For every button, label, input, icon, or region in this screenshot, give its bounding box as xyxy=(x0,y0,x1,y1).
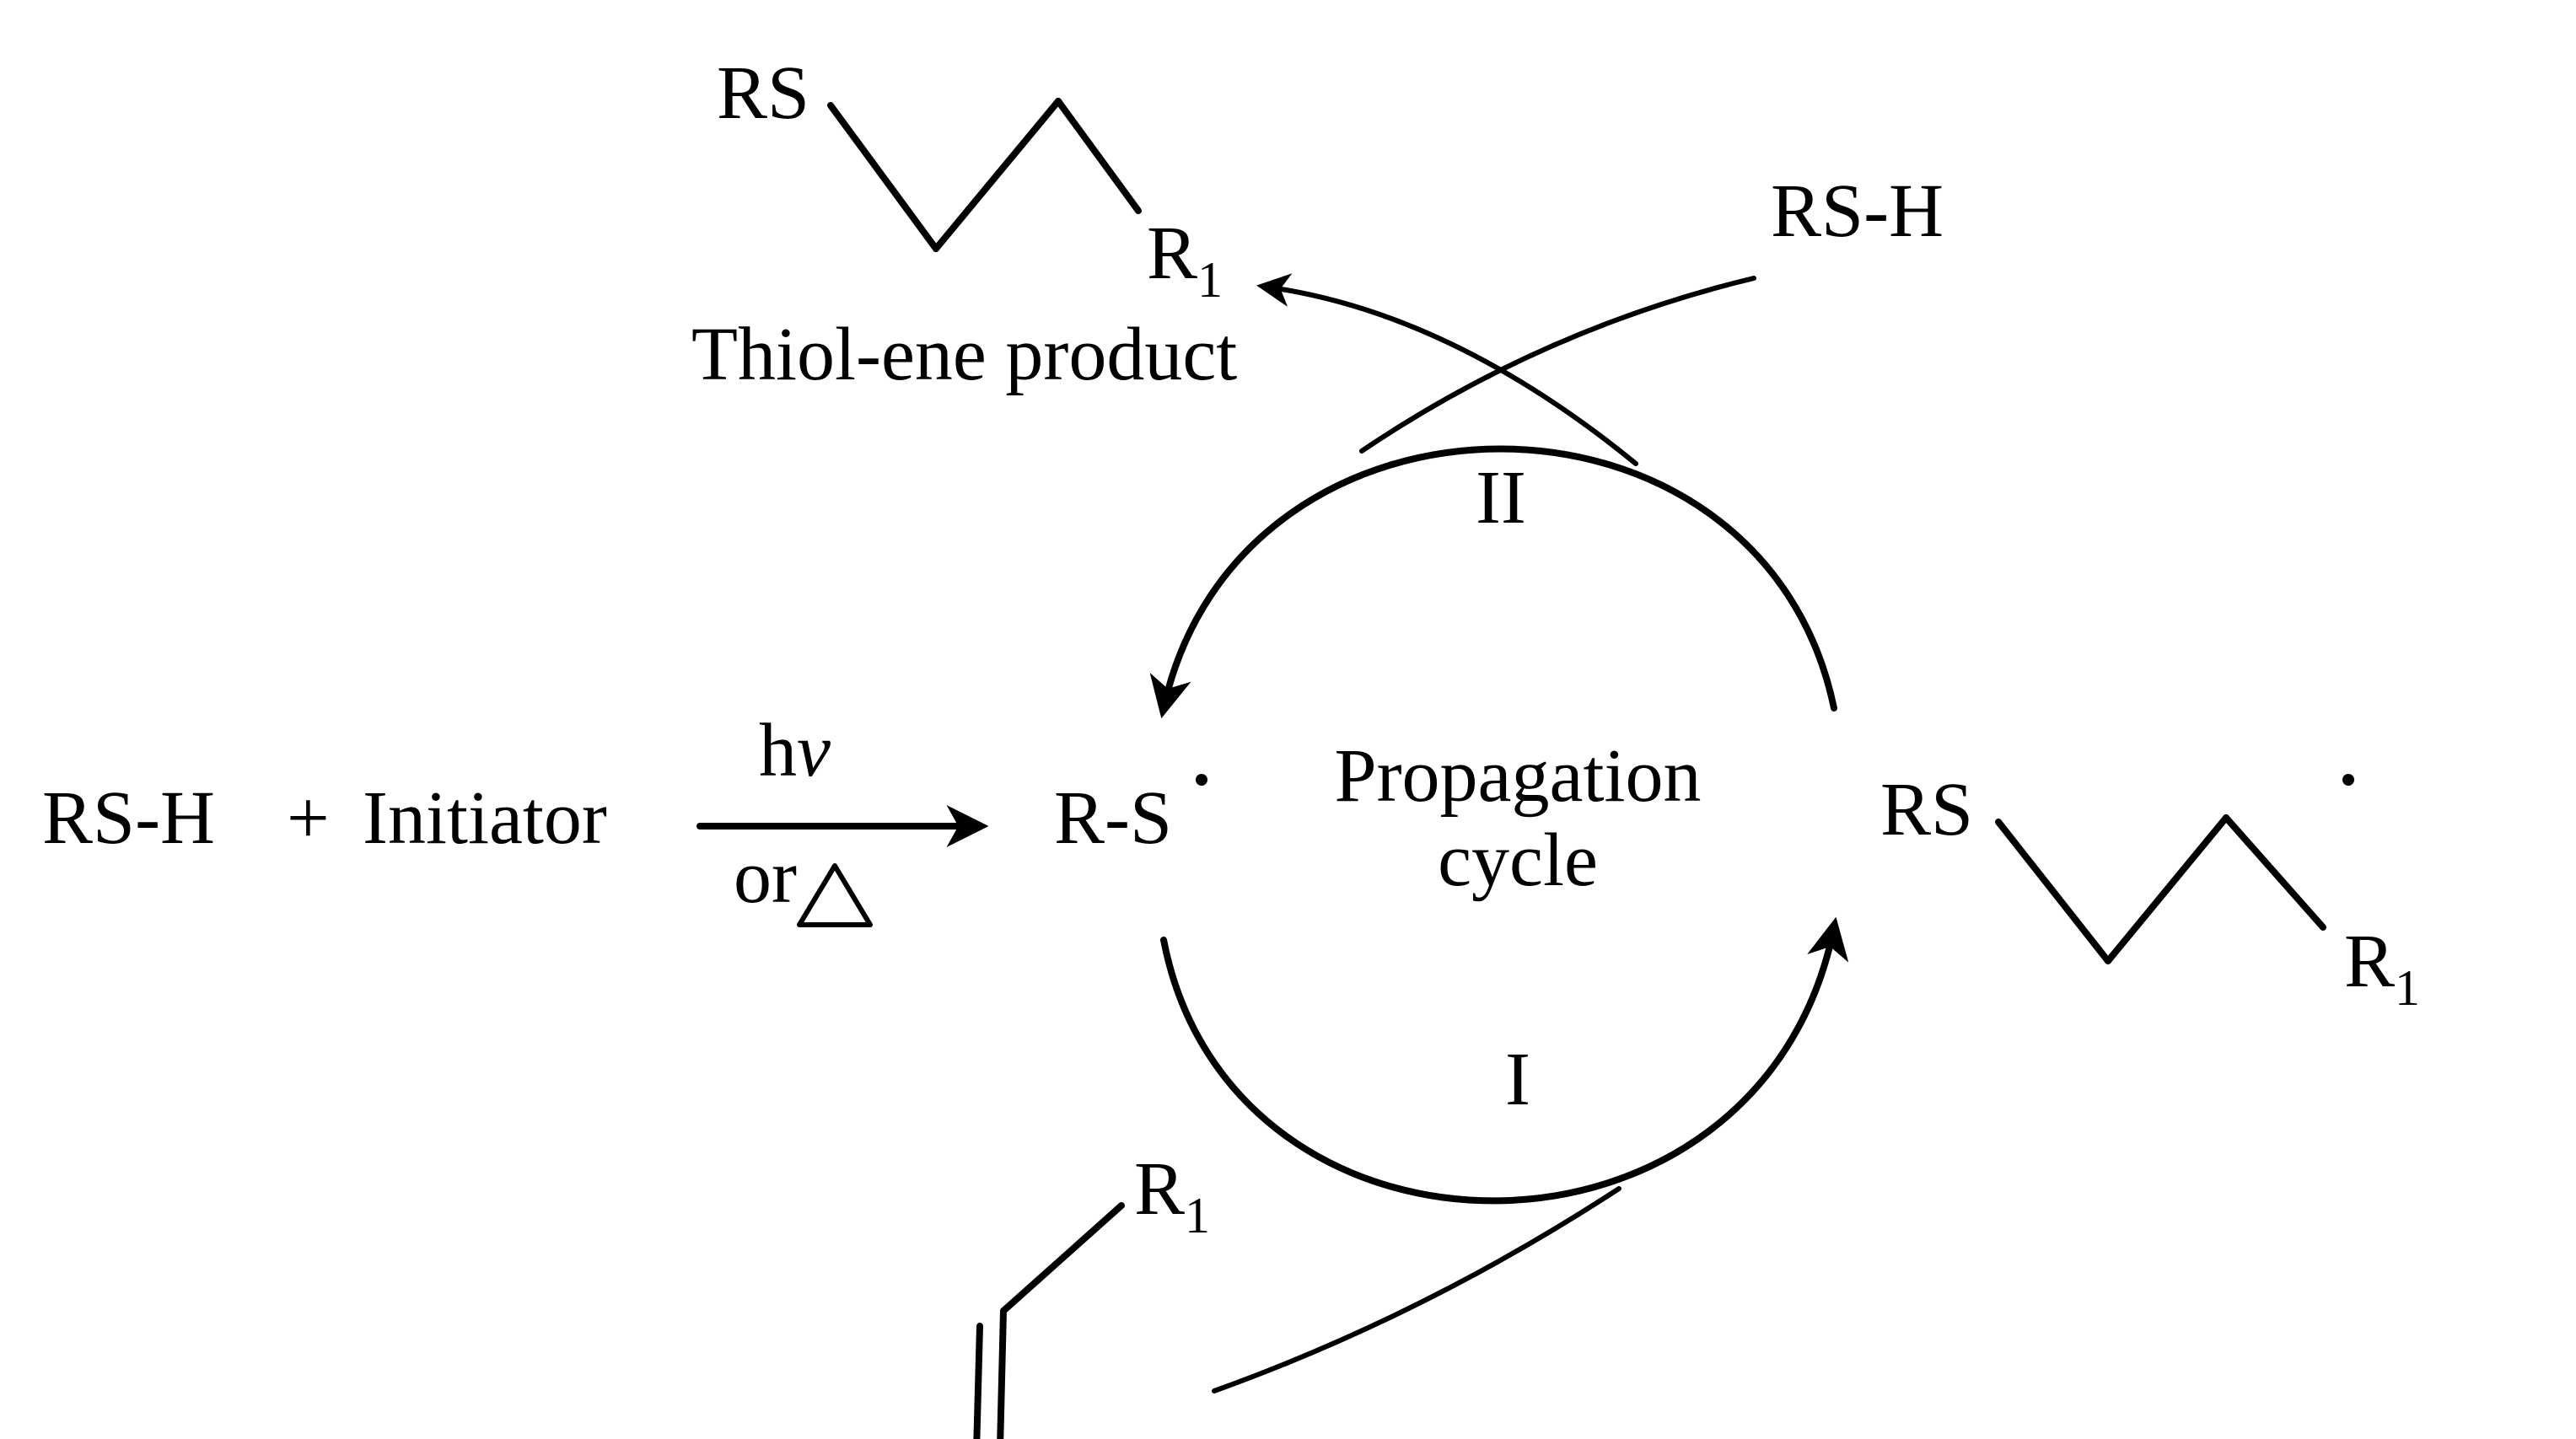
step-1-label: I xyxy=(1505,1038,1530,1121)
product-RS-label: RS xyxy=(717,51,809,135)
intermediate-RS-label: RS xyxy=(1880,768,1973,851)
alkene-R1-label: R1 xyxy=(1134,1147,1210,1243)
intermediate-bond-3 xyxy=(2226,818,2323,927)
propagation-label-2: cycle xyxy=(1438,819,1598,902)
rsh-in-curve xyxy=(1362,278,1754,451)
plus-sign: + xyxy=(287,776,330,860)
alkene-bond-2a xyxy=(999,1311,1003,1439)
thiyl-radical-label: R-S xyxy=(1054,776,1172,860)
product-bond-1 xyxy=(831,105,936,249)
alkene-bond-1 xyxy=(1003,1205,1121,1311)
rsh-incoming-label: RS-H xyxy=(1771,169,1944,253)
intermediate-bond-1 xyxy=(1998,822,2108,961)
intermediate-bond-2 xyxy=(2108,818,2226,961)
alkene-in-curve xyxy=(1214,1189,1619,1391)
product-out-arrow xyxy=(1265,287,1636,464)
product-bond-3 xyxy=(1058,101,1138,211)
alkene-bond-2b xyxy=(976,1326,980,1439)
intermediate-R1-label: R1 xyxy=(2344,920,2420,1016)
hv-label: hv xyxy=(759,709,831,792)
step-2-label: II xyxy=(1476,456,1526,540)
or-label: or xyxy=(734,835,797,919)
cycle-lower-arrow xyxy=(1164,927,1834,1200)
intermediate-radical-dot-icon xyxy=(2342,774,2354,786)
radical-dot-icon xyxy=(1196,774,1207,786)
product-bond-2 xyxy=(936,101,1058,249)
propagation-label-1: Propagation xyxy=(1335,734,1702,818)
delta-icon xyxy=(799,866,870,925)
initiator-label: Initiator xyxy=(363,776,607,860)
thiol-label: RS-H xyxy=(42,776,215,860)
product-R1-label: R1 xyxy=(1147,212,1223,308)
product-name-label: Thiol-ene product xyxy=(691,313,1237,396)
